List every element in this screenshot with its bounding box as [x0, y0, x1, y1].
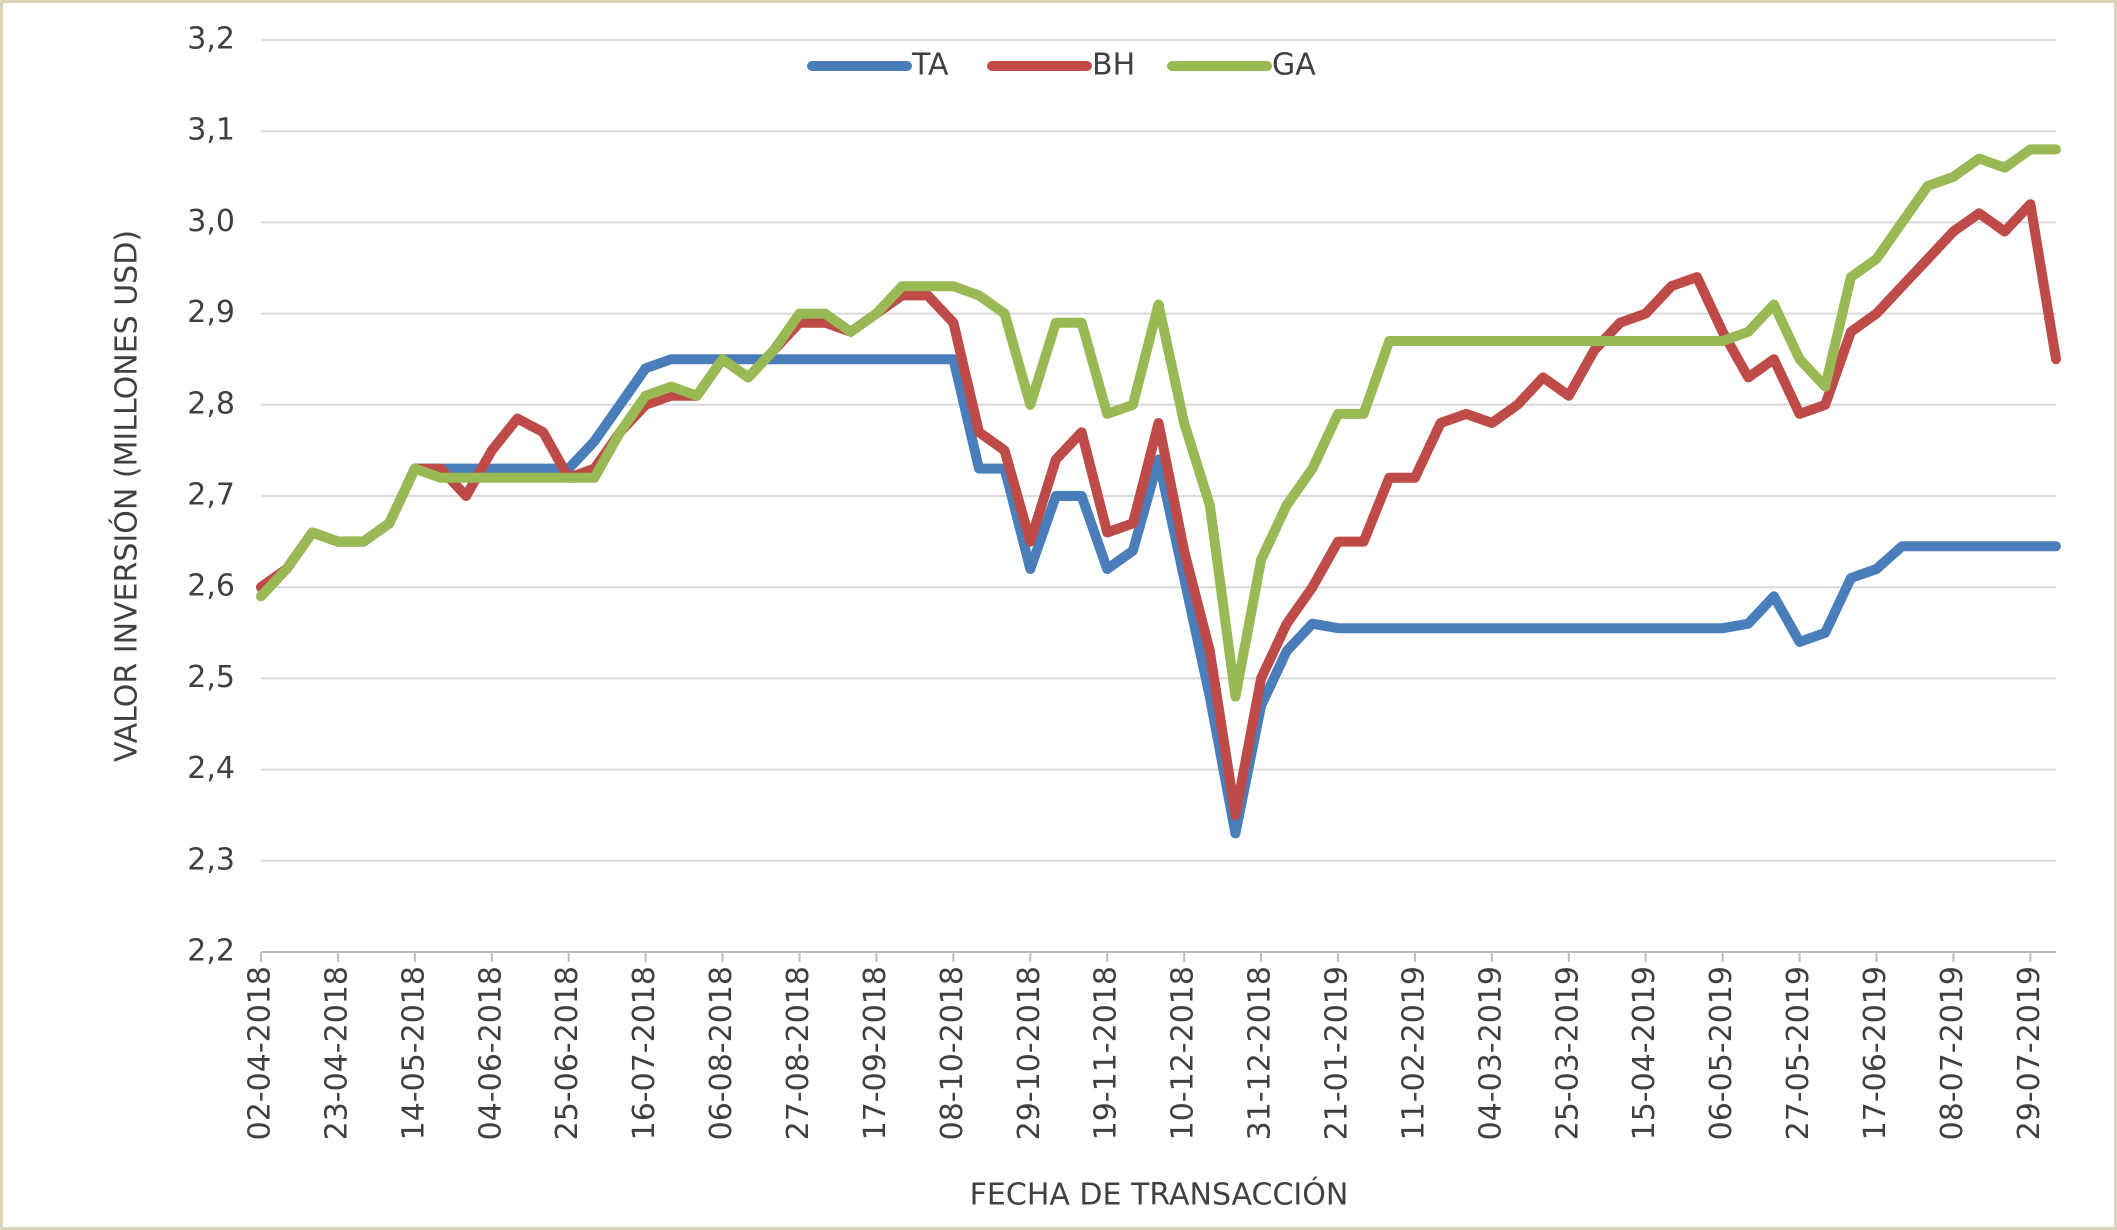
y-tick-label: 2,6 — [187, 569, 235, 604]
x-tick-label: 27-08-2018 — [781, 966, 816, 1140]
y-tick-label: 2,3 — [187, 842, 235, 877]
x-tick-label: 11-02-2019 — [1396, 966, 1431, 1140]
x-tick-label: 14-05-2018 — [396, 966, 431, 1140]
y-tick-label: 3,2 — [187, 22, 235, 57]
x-tick-label: 16-07-2018 — [627, 966, 662, 1140]
y-tick-label: 2,8 — [187, 386, 235, 421]
legend-label: GA — [1272, 48, 1316, 83]
y-axis-title: VALOR INVERSIÓN (MILLONES USD) — [108, 230, 145, 762]
x-tick-label: 15-04-2019 — [1627, 966, 1662, 1140]
x-tick-label: 27-05-2019 — [1781, 966, 1816, 1140]
y-tick-label: 2,9 — [187, 295, 235, 330]
x-tick-label: 02-04-2018 — [243, 966, 278, 1140]
data-line — [256, 144, 2061, 702]
y-tick-label: 2,5 — [187, 660, 235, 695]
x-tick-label: 25-06-2018 — [550, 966, 585, 1140]
legend-label: TA — [911, 48, 949, 83]
x-tick-label: 29-07-2019 — [2012, 966, 2047, 1140]
y-tick-label: 2,4 — [187, 751, 235, 786]
x-tick-label: 29-10-2018 — [1012, 966, 1047, 1140]
x-tick-label: 19-11-2018 — [1089, 966, 1124, 1140]
x-tick-label: 08-07-2019 — [1935, 966, 1970, 1140]
x-tick-label: 23-04-2018 — [319, 966, 354, 1140]
legend-label: BH — [1092, 48, 1135, 83]
x-tick-label: 10-12-2018 — [1166, 966, 1201, 1140]
y-tick-label: 3,1 — [187, 113, 235, 148]
x-tick-label: 08-10-2018 — [935, 966, 970, 1140]
x-tick-label: 17-09-2018 — [858, 966, 893, 1140]
x-axis-title: FECHA DE TRANSACCIÓN — [970, 1176, 1349, 1213]
y-tick-label: 2,7 — [187, 478, 235, 513]
x-tick-label: 31-12-2018 — [1243, 966, 1278, 1140]
x-tick-label: 04-06-2018 — [473, 966, 508, 1140]
y-tick-label: 2,2 — [187, 934, 235, 969]
y-tick-label: 3,0 — [187, 204, 235, 239]
x-tick-label: 25-03-2019 — [1550, 966, 1585, 1140]
x-tick-label: 04-03-2019 — [1473, 966, 1508, 1140]
x-tick-label: 06-08-2018 — [704, 966, 739, 1140]
x-tick-label: 21-01-2019 — [1320, 966, 1355, 1140]
data-line — [256, 199, 2061, 821]
x-tick-label: 17-06-2019 — [1858, 966, 1893, 1140]
x-tick-label: 06-05-2019 — [1704, 966, 1739, 1140]
